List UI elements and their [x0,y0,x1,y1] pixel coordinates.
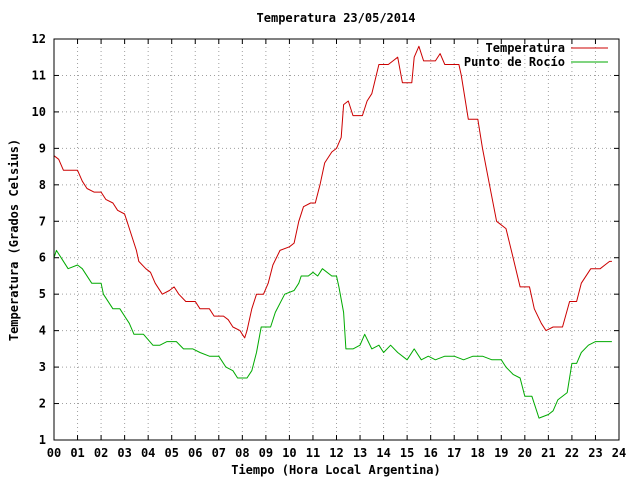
y-tick-label: 2 [39,397,46,411]
series-line-temperatura [53,45,612,339]
x-tick-label: 08 [235,446,249,460]
y-tick-label: 1 [39,433,46,447]
x-tick-label: 14 [376,446,390,460]
y-tick-label: 10 [32,105,46,119]
x-tick-label: 19 [494,446,508,460]
x-tick-label: 22 [565,446,579,460]
series-line-punto-de-rocio [53,249,612,419]
x-tick-label: 16 [423,446,437,460]
x-tick-label: 13 [353,446,367,460]
plot-frame [53,38,620,441]
x-tick-label: 21 [541,446,555,460]
series-lines [53,45,612,419]
y-tick-label: 6 [39,251,46,265]
y-tick-label: 7 [39,214,46,228]
y-axis-label: Temperatura (Grados Celsius) [7,139,21,341]
x-tick-label: 15 [400,446,414,460]
legend-label-punto-de-rocio: Punto de Rocío [464,55,565,69]
x-tick-label: 11 [306,446,320,460]
x-tick-label: 23 [588,446,602,460]
y-tick-label: 9 [39,141,46,155]
legend: Temperatura Punto de Rocío [464,41,608,69]
y-tick-label: 12 [32,32,46,46]
y-tick-label: 11 [32,68,46,82]
x-axis-label: Tiempo (Hora Local Argentina) [231,463,441,477]
x-tick-label: 24 [612,446,626,460]
y-tick-label: 5 [39,287,46,301]
y-tick-label: 4 [39,324,46,338]
axis-ticks [53,38,620,441]
x-tick-label: 03 [117,446,131,460]
x-tick-label: 17 [447,446,461,460]
y-tick-label: 8 [39,178,46,192]
x-tick-label: 01 [70,446,84,460]
x-tick-label: 06 [188,446,202,460]
x-tick-label: 12 [329,446,343,460]
y-tick-label: 3 [39,360,46,374]
x-tick-label: 20 [518,446,532,460]
x-tick-label: 02 [94,446,108,460]
chart-title: Temperatura 23/05/2014 [257,11,416,25]
x-tick-label: 18 [471,446,485,460]
x-tick-label: 09 [259,446,273,460]
x-tick-label: 05 [164,446,178,460]
x-tick-label: 07 [212,446,226,460]
x-tick-label: 04 [141,446,155,460]
x-tick-label: 10 [282,446,296,460]
legend-label-temperatura: Temperatura [486,41,565,55]
x-tick-labels: 00 01 02 03 04 05 06 07 08 09 10 11 12 13 14 15 16 17 18 19… [47,446,626,460]
x-tick-label: 00 [47,446,61,460]
grid-lines [54,39,619,440]
